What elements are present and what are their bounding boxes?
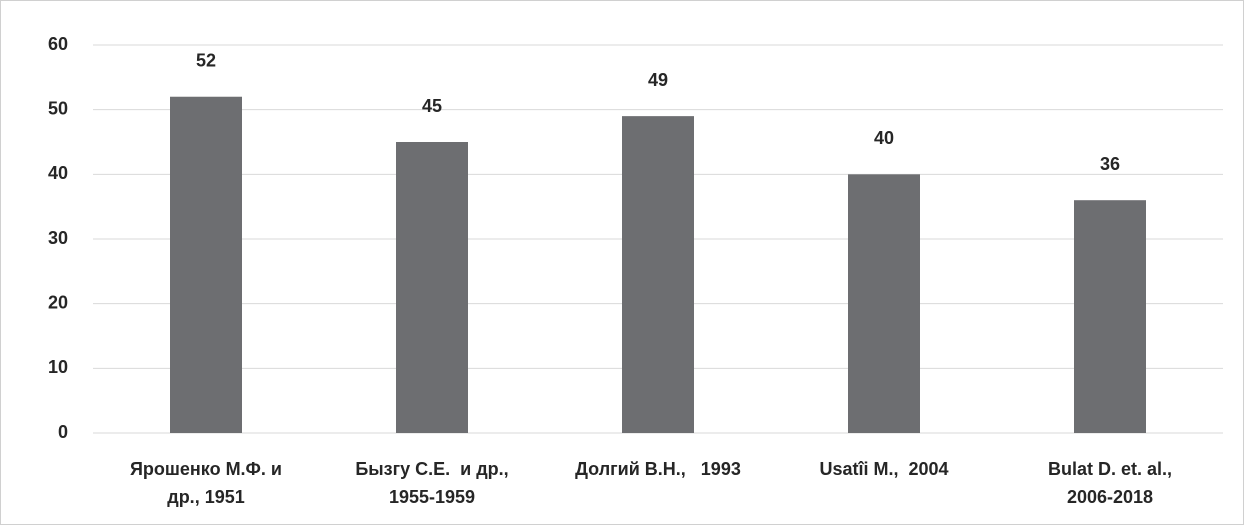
bar bbox=[848, 174, 920, 434]
value-label: 45 bbox=[422, 96, 442, 116]
value-label: 49 bbox=[648, 70, 668, 90]
x-tick-label: Usatîi M., 2004 bbox=[819, 459, 948, 479]
y-tick-label: 10 bbox=[48, 357, 68, 377]
x-tick-label: Бызгу С.Е. и др., bbox=[355, 459, 508, 479]
value-label: 36 bbox=[1100, 154, 1120, 174]
bar bbox=[396, 142, 468, 433]
x-tick-label: Ярошенко М.Ф. и bbox=[130, 459, 282, 479]
y-tick-label: 20 bbox=[48, 292, 68, 312]
bar bbox=[622, 116, 694, 433]
y-tick-label: 60 bbox=[48, 34, 68, 54]
x-tick-label: 2006-2018 bbox=[1067, 487, 1153, 507]
x-tick-label: др., 1951 bbox=[167, 487, 244, 507]
y-tick-label: 0 bbox=[58, 422, 68, 442]
value-label: 52 bbox=[196, 50, 216, 70]
y-tick-label: 50 bbox=[48, 98, 68, 118]
y-tick-label: 40 bbox=[48, 163, 68, 183]
x-tick-label: Bulat D. et. al., bbox=[1048, 459, 1172, 479]
y-tick-label: 30 bbox=[48, 228, 68, 248]
value-label: 40 bbox=[874, 128, 894, 148]
x-tick-label: Долгий В.Н., 1993 bbox=[575, 459, 741, 479]
bar bbox=[170, 96, 242, 433]
x-tick-label: 1955-1959 bbox=[389, 487, 475, 507]
bar bbox=[1074, 200, 1146, 433]
